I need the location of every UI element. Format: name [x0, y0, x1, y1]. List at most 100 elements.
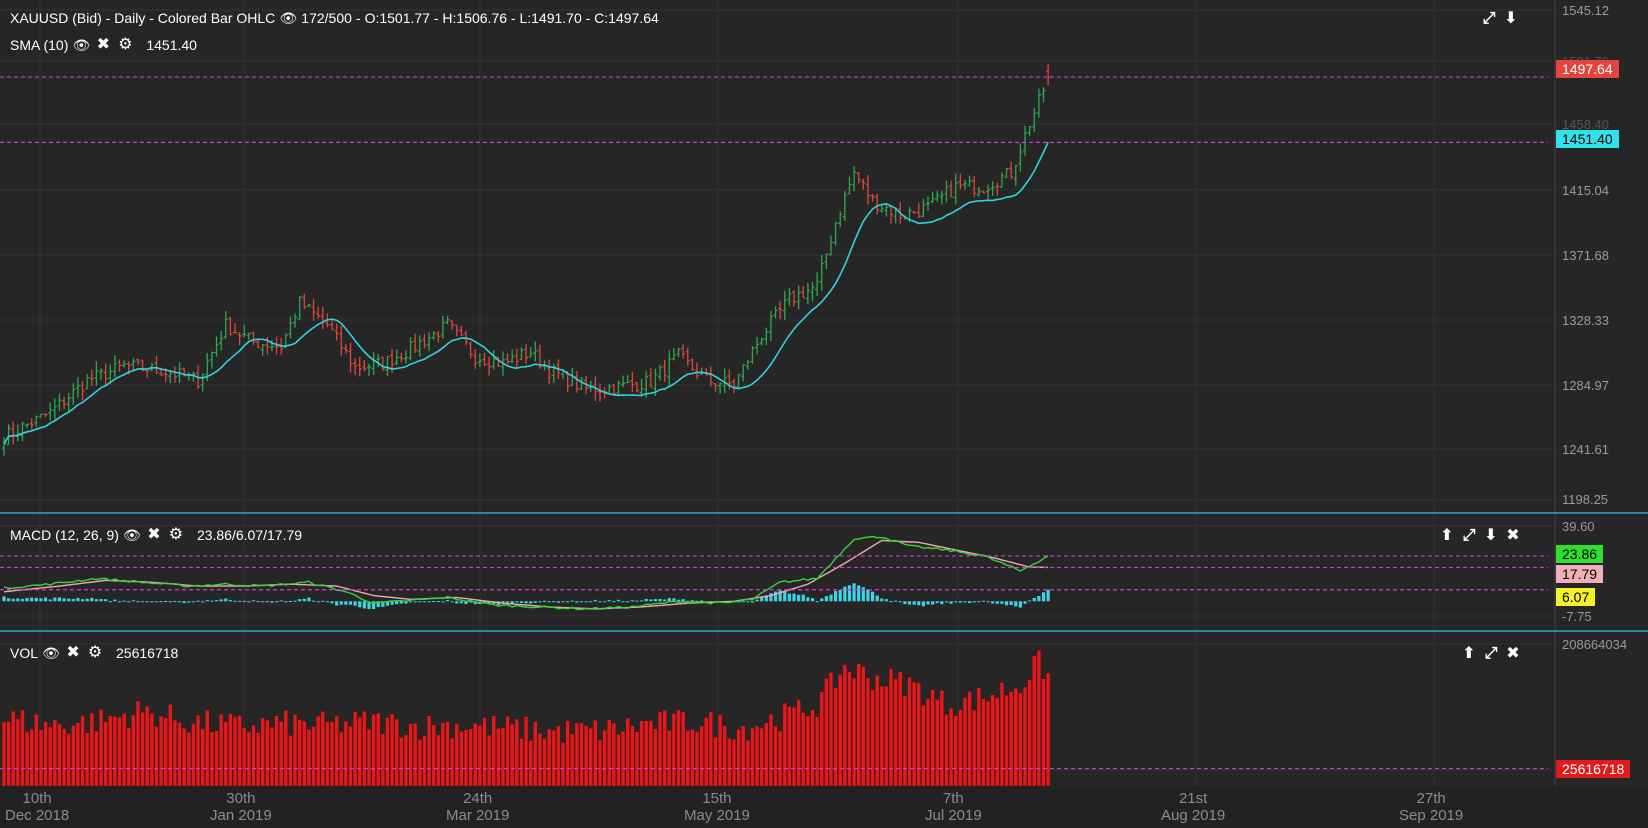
volume-bar	[94, 730, 99, 787]
volume-bar	[1018, 692, 1023, 787]
volume-bar	[61, 728, 67, 787]
macd-histogram-bar	[529, 601, 533, 604]
expand-icon[interactable]: ⤢	[1482, 10, 1496, 27]
macd-histogram-bar	[954, 601, 958, 603]
macd-histogram-bar	[43, 597, 48, 602]
volume-bar	[514, 718, 519, 787]
price-tick: 1458.40	[1562, 117, 1609, 132]
macd-histogram-bar	[53, 597, 57, 602]
volume-bar	[985, 701, 991, 787]
macd-histogram-bar	[85, 598, 89, 602]
close-icon[interactable]: ✖	[66, 644, 80, 661]
eye-icon[interactable]: 👁	[279, 10, 298, 26]
volume-bar	[11, 710, 16, 787]
volume-bar	[223, 721, 228, 787]
volume-bar	[842, 664, 847, 787]
macd-histogram-bar	[196, 600, 200, 602]
expand-icon[interactable]: ⤢	[1484, 645, 1498, 662]
macd-histogram-bar	[173, 600, 177, 602]
arrow-up-icon[interactable]: ⬆	[1440, 527, 1454, 544]
macd-histogram-bar	[182, 601, 186, 604]
volume-bar	[158, 715, 164, 787]
macd-histogram-bar	[311, 600, 316, 602]
eye-icon[interactable]: 👁	[123, 527, 141, 543]
macd-histogram-bar	[1041, 592, 1046, 602]
arrow-up-icon[interactable]: ⬆	[1462, 645, 1476, 662]
volume-bar	[1036, 650, 1041, 787]
macd-histogram-bar	[847, 585, 852, 602]
close-icon[interactable]: ✖	[1506, 527, 1520, 544]
macd-histogram-bar	[344, 601, 348, 605]
eye-icon[interactable]: 👁	[72, 37, 91, 53]
close-icon[interactable]: ✖	[96, 36, 111, 53]
volume-bar	[329, 721, 335, 787]
volume-bar	[727, 737, 732, 787]
volume-bar	[681, 711, 686, 787]
macd-histogram-bar	[372, 601, 376, 610]
volume-bar	[801, 712, 806, 787]
macd-histogram-bar	[117, 601, 122, 603]
volume-bar	[482, 717, 487, 787]
macd-histogram-bar	[820, 598, 824, 602]
macd-histogram-bar	[136, 601, 140, 603]
price-tick: 1328.33	[1562, 313, 1609, 328]
macd-histogram-bar	[270, 601, 274, 603]
gear-icon[interactable]: ⚙	[87, 644, 103, 661]
macd-histogram-bar	[404, 601, 408, 604]
macd-histogram-bar	[293, 600, 297, 602]
arrow-down-icon[interactable]: ⬇	[1504, 10, 1518, 27]
volume-bar	[976, 687, 981, 787]
macd-histogram-bar	[653, 599, 658, 602]
close-icon[interactable]: ✖	[1506, 645, 1520, 662]
volume-bar	[639, 720, 644, 787]
macd-histogram-bar	[690, 600, 694, 602]
macd-histogram-bar	[279, 600, 283, 602]
macd-histogram-bar	[159, 601, 163, 603]
arrow-down-icon[interactable]: ⬇	[1484, 527, 1498, 544]
volume-bar	[283, 710, 288, 787]
volume-bar	[112, 716, 117, 787]
volume-bar	[768, 714, 774, 787]
volume-bar	[15, 718, 20, 787]
macd-histogram-bar	[408, 601, 413, 603]
volume-bar	[403, 734, 409, 787]
macd-histogram-bar	[792, 593, 796, 602]
volume-bar	[52, 719, 57, 787]
macd-histogram-bar	[907, 601, 912, 605]
macd-histogram-bar	[639, 600, 644, 602]
sma-header: SMA (10) 👁 ✖ ⚙ 1451.40	[10, 36, 201, 54]
volume-bar	[694, 731, 700, 787]
volume-bar	[496, 728, 501, 787]
macd-histogram-bar	[556, 601, 560, 603]
volume-bar	[89, 712, 94, 787]
volume-bar	[667, 730, 672, 787]
eye-icon[interactable]: 👁	[42, 645, 60, 661]
macd-histogram-bar	[787, 593, 791, 602]
volume-bar	[274, 715, 279, 787]
volume-bar	[533, 721, 538, 787]
volume-bar	[246, 731, 251, 787]
macd-histogram-bar	[857, 585, 861, 602]
macd-histogram-bar	[1032, 597, 1036, 602]
volume-bar	[232, 716, 238, 787]
vol-header: VOL 👁 ✖ ⚙ 25616718	[10, 644, 182, 662]
price-tick: 1284.97	[1562, 378, 1609, 393]
macd-histogram-bar	[1046, 589, 1050, 602]
volume-bar	[357, 717, 362, 787]
volume-bar	[620, 731, 626, 787]
macd-histogram-bar	[810, 598, 815, 602]
volume-bar	[782, 703, 787, 787]
macd-histogram-bar	[501, 601, 505, 604]
macd-histogram-bar	[635, 600, 639, 602]
gear-icon[interactable]: ⚙	[118, 36, 133, 53]
volume-bar	[454, 723, 459, 787]
macd-histogram-bar	[598, 601, 602, 603]
volume-bar	[574, 722, 579, 787]
price-tick: 1545.12	[1562, 3, 1609, 18]
volume-bar	[815, 716, 820, 787]
expand-icon[interactable]: ⤢	[1462, 527, 1476, 544]
gear-icon[interactable]: ⚙	[168, 526, 184, 543]
close-icon[interactable]: ✖	[147, 526, 161, 543]
macd-histogram-bar	[764, 595, 768, 602]
